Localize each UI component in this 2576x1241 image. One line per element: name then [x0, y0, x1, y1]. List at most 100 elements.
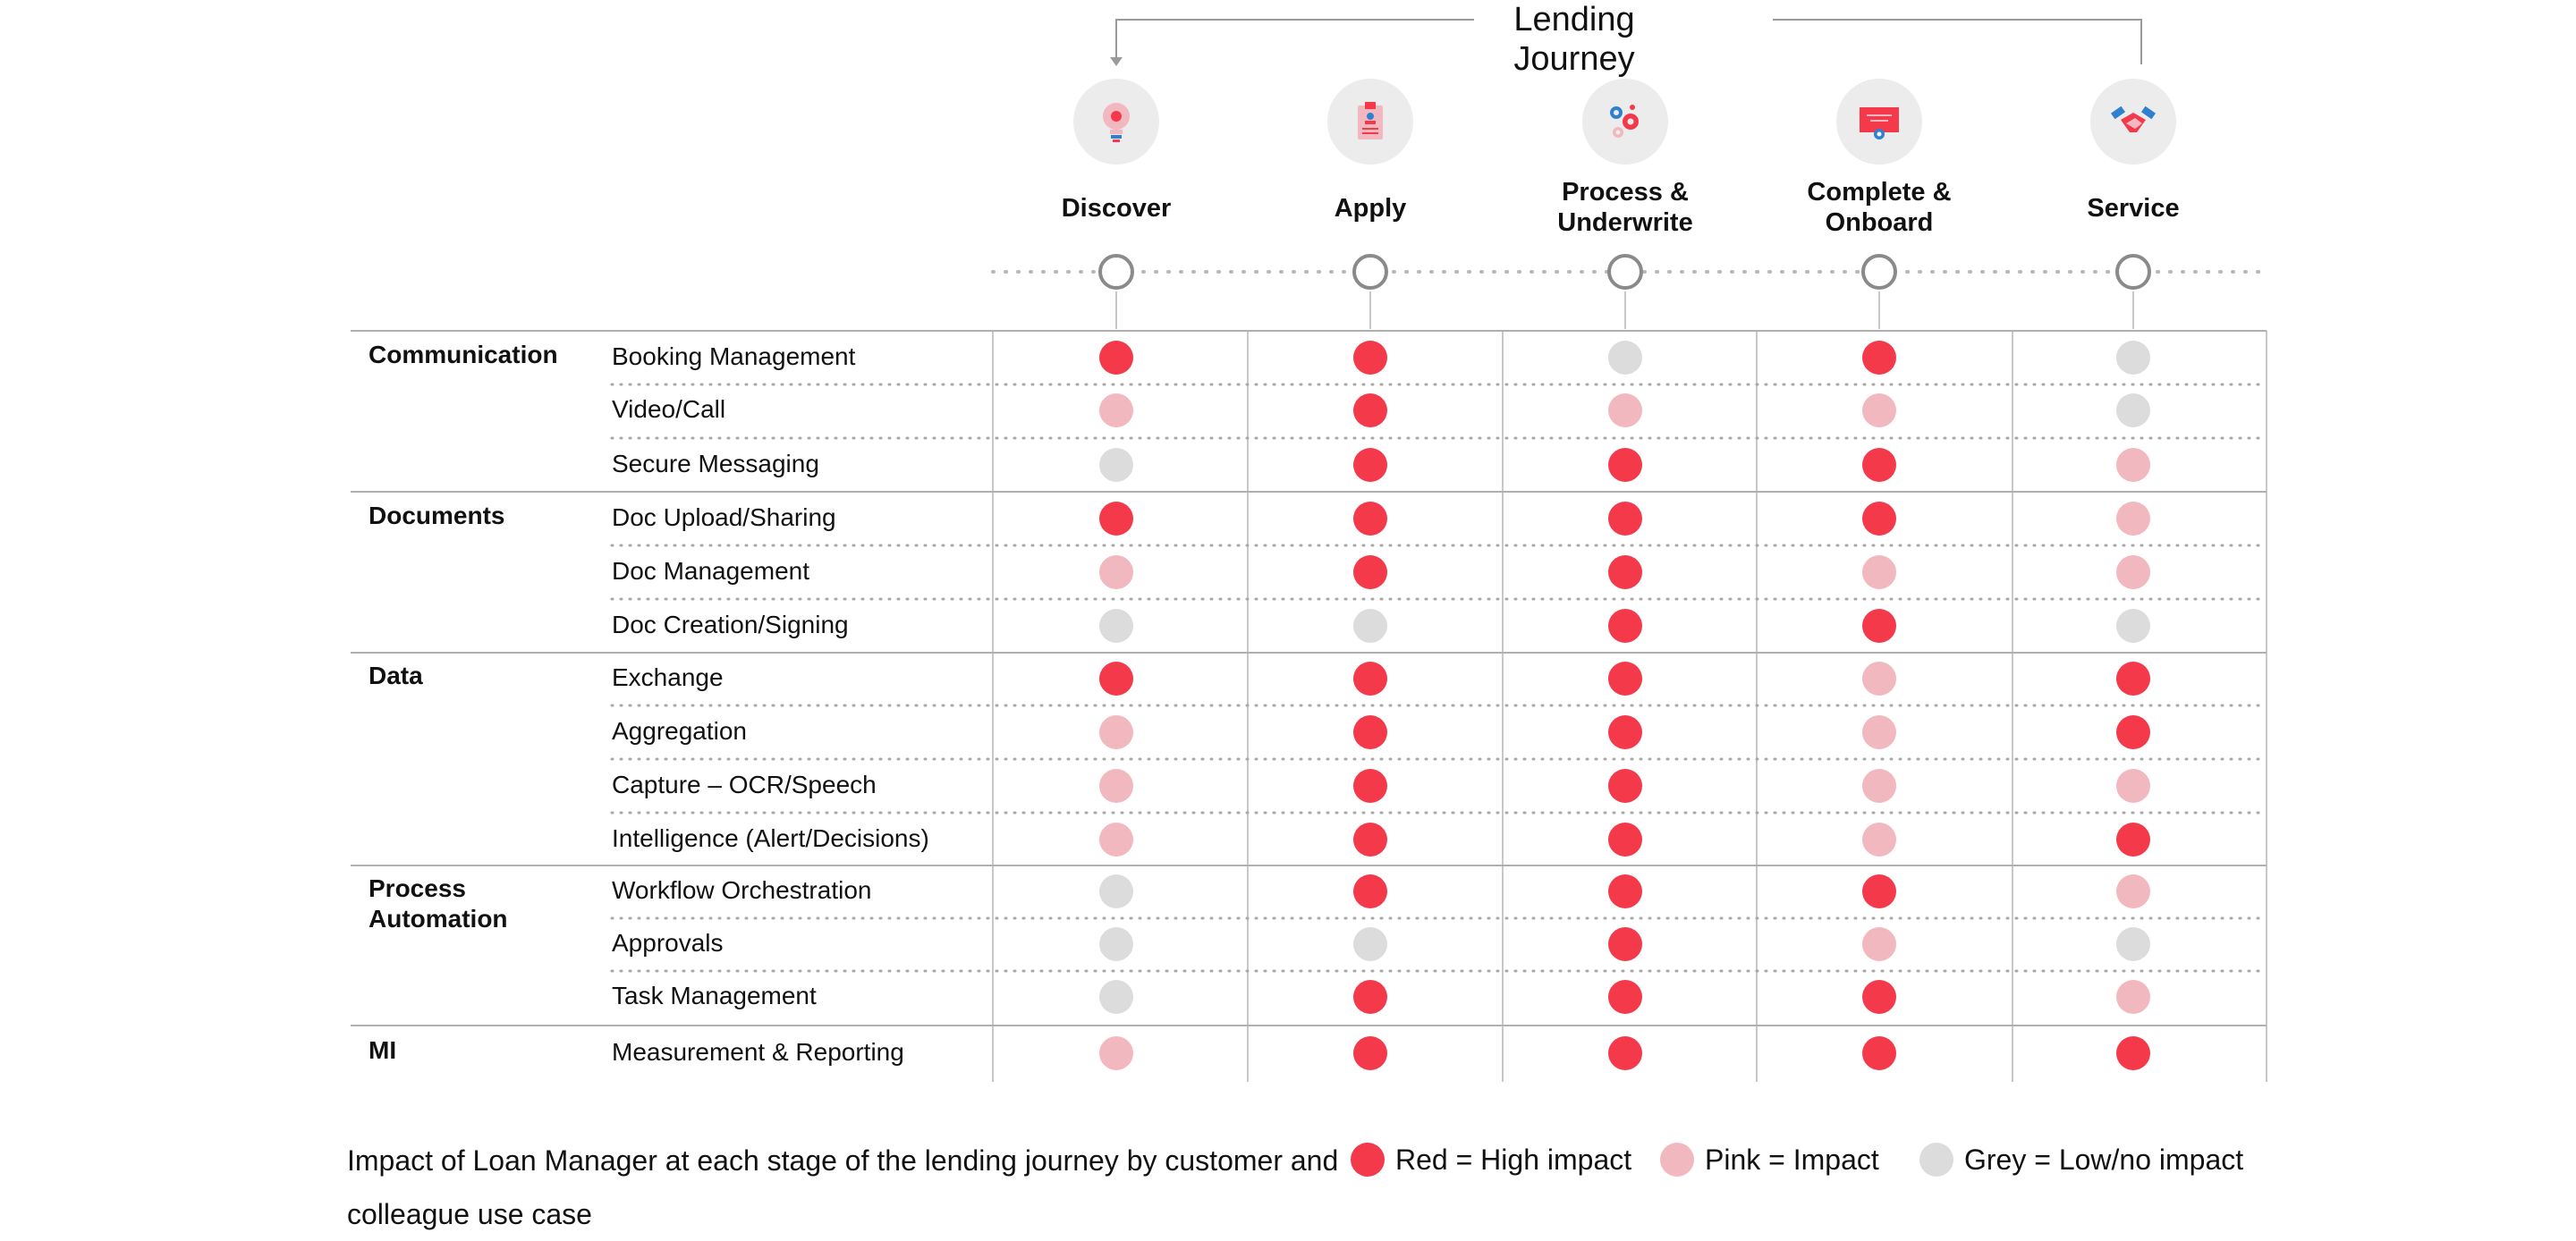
impact-dot-low: [1099, 927, 1133, 961]
legend-item-high: Red = High impact: [1351, 1142, 1631, 1178]
impact-dot-high: [1353, 341, 1387, 375]
stage-label: Service: [2087, 194, 2180, 223]
use-case-label: Measurement & Reporting: [612, 1038, 904, 1066]
impact-dot-low: [2116, 927, 2150, 961]
stage-label: Process & Underwrite: [1557, 178, 1693, 237]
impact-dot-high: [1608, 502, 1642, 536]
impact-dot-impact: [1862, 769, 1896, 803]
impact-dot-high: [1608, 823, 1642, 857]
impact-dot-impact: [1862, 662, 1896, 696]
legend-label: Pink = Impact: [1705, 1144, 1879, 1176]
stage-header: Service: [2026, 79, 2241, 257]
impact-dot-high: [1099, 341, 1133, 375]
impact-dot-impact: [2116, 769, 2150, 803]
timeline-stage-marker: [1098, 254, 1134, 290]
category-label: Documents: [369, 502, 505, 529]
impact-dot-low: [2116, 341, 2150, 375]
impact-grid: [351, 254, 2268, 1082]
impact-dot-impact: [1099, 1036, 1133, 1070]
stage-label: Discover: [1061, 194, 1172, 223]
use-case-label: Doc Upload/Sharing: [612, 503, 836, 531]
certificate-icon: [1836, 79, 1922, 165]
impact-dot-high: [1862, 980, 1896, 1014]
impact-dot-impact: [1099, 393, 1133, 427]
legend-swatch: [1351, 1143, 1385, 1177]
timeline-stage-marker: [2115, 254, 2151, 290]
category-label: Process Automation: [369, 874, 508, 933]
impact-dot-high: [1608, 769, 1642, 803]
impact-dot-impact: [1862, 393, 1896, 427]
category-label: Communication: [369, 341, 558, 368]
legend-label: Red = High impact: [1395, 1144, 1632, 1176]
impact-dot-low: [1099, 874, 1133, 908]
impact-dot-high: [1862, 874, 1896, 908]
impact-dot-high: [1099, 662, 1133, 696]
impact-dot-high: [2116, 662, 2150, 696]
impact-dot-high: [1862, 609, 1896, 643]
caption: Impact of Loan Manager at each stage of …: [347, 1144, 1339, 1230]
impact-dot-high: [1608, 555, 1642, 589]
use-case-label: Booking Management: [612, 342, 856, 370]
legend-swatch: [1919, 1143, 1953, 1177]
impact-dot-high: [1353, 769, 1387, 803]
impact-dot-low: [1099, 448, 1133, 482]
gears-icon: [1582, 79, 1668, 165]
impact-dot-high: [1353, 715, 1387, 749]
impact-dot-low: [2116, 609, 2150, 643]
stage-header: Apply: [1263, 79, 1478, 257]
stage-header: Process & Underwrite: [1518, 79, 1733, 241]
impact-dot-high: [1608, 448, 1642, 482]
impact-dot-high: [1608, 662, 1642, 696]
use-case-label: Intelligence (Alert/Decisions): [612, 824, 929, 852]
impact-dot-high: [1353, 823, 1387, 857]
use-case-label: Video/Call: [612, 395, 726, 423]
use-case-label: Exchange: [612, 663, 724, 691]
timeline-stage-marker: [1352, 254, 1388, 290]
impact-dot-high: [1353, 980, 1387, 1014]
impact-dot-high: [1353, 662, 1387, 696]
legend-label: Grey = Low/no impact: [1964, 1144, 2244, 1176]
impact-dot-high: [1353, 555, 1387, 589]
use-case-label: Doc Management: [612, 557, 810, 585]
use-case-label: Task Management: [612, 982, 817, 1009]
lightbulb-icon: [1073, 79, 1159, 165]
impact-dot-high: [2116, 1036, 2150, 1070]
impact-dot-high: [1608, 1036, 1642, 1070]
impact-dot-low: [1608, 341, 1642, 375]
use-case-label: Capture – OCR/Speech: [612, 771, 877, 798]
impact-dot-high: [1608, 874, 1642, 908]
impact-dot-impact: [1862, 823, 1896, 857]
timeline-stage-marker: [1861, 254, 1897, 290]
impact-dot-impact: [2116, 980, 2150, 1014]
impact-dot-high: [1353, 874, 1387, 908]
impact-dot-impact: [1099, 715, 1133, 749]
impact-dot-high: [1353, 393, 1387, 427]
impact-dot-high: [1862, 341, 1896, 375]
impact-dot-impact: [1862, 555, 1896, 589]
stage-label: Complete & Onboard: [1807, 178, 1952, 237]
impact-dot-high: [1862, 1036, 1896, 1070]
use-case-label: Secure Messaging: [612, 450, 819, 477]
stage-header: Discover: [1009, 79, 1224, 257]
impact-dot-low: [1099, 609, 1133, 643]
impact-dot-impact: [1862, 715, 1896, 749]
impact-dot-impact: [1099, 769, 1133, 803]
impact-dot-high: [1608, 609, 1642, 643]
impact-dot-low: [1353, 609, 1387, 643]
handshake-icon: [2090, 79, 2176, 165]
impact-dot-high: [2116, 823, 2150, 857]
use-case-label: Workflow Orchestration: [612, 876, 872, 904]
impact-dot-high: [1353, 1036, 1387, 1070]
impact-dot-high: [1353, 502, 1387, 536]
impact-dot-high: [1862, 502, 1896, 536]
impact-dot-impact: [2116, 502, 2150, 536]
impact-dot-high: [2116, 715, 2150, 749]
journey-title: Lending Journey: [1513, 1, 1635, 78]
legend-swatch: [1660, 1143, 1694, 1177]
use-case-label: Aggregation: [612, 717, 748, 745]
impact-dot-impact: [1099, 555, 1133, 589]
impact-dot-high: [1608, 715, 1642, 749]
impact-dot-impact: [2116, 555, 2150, 589]
legend-item-impact: Pink = Impact: [1660, 1142, 1879, 1178]
stage-label: Apply: [1334, 194, 1407, 223]
